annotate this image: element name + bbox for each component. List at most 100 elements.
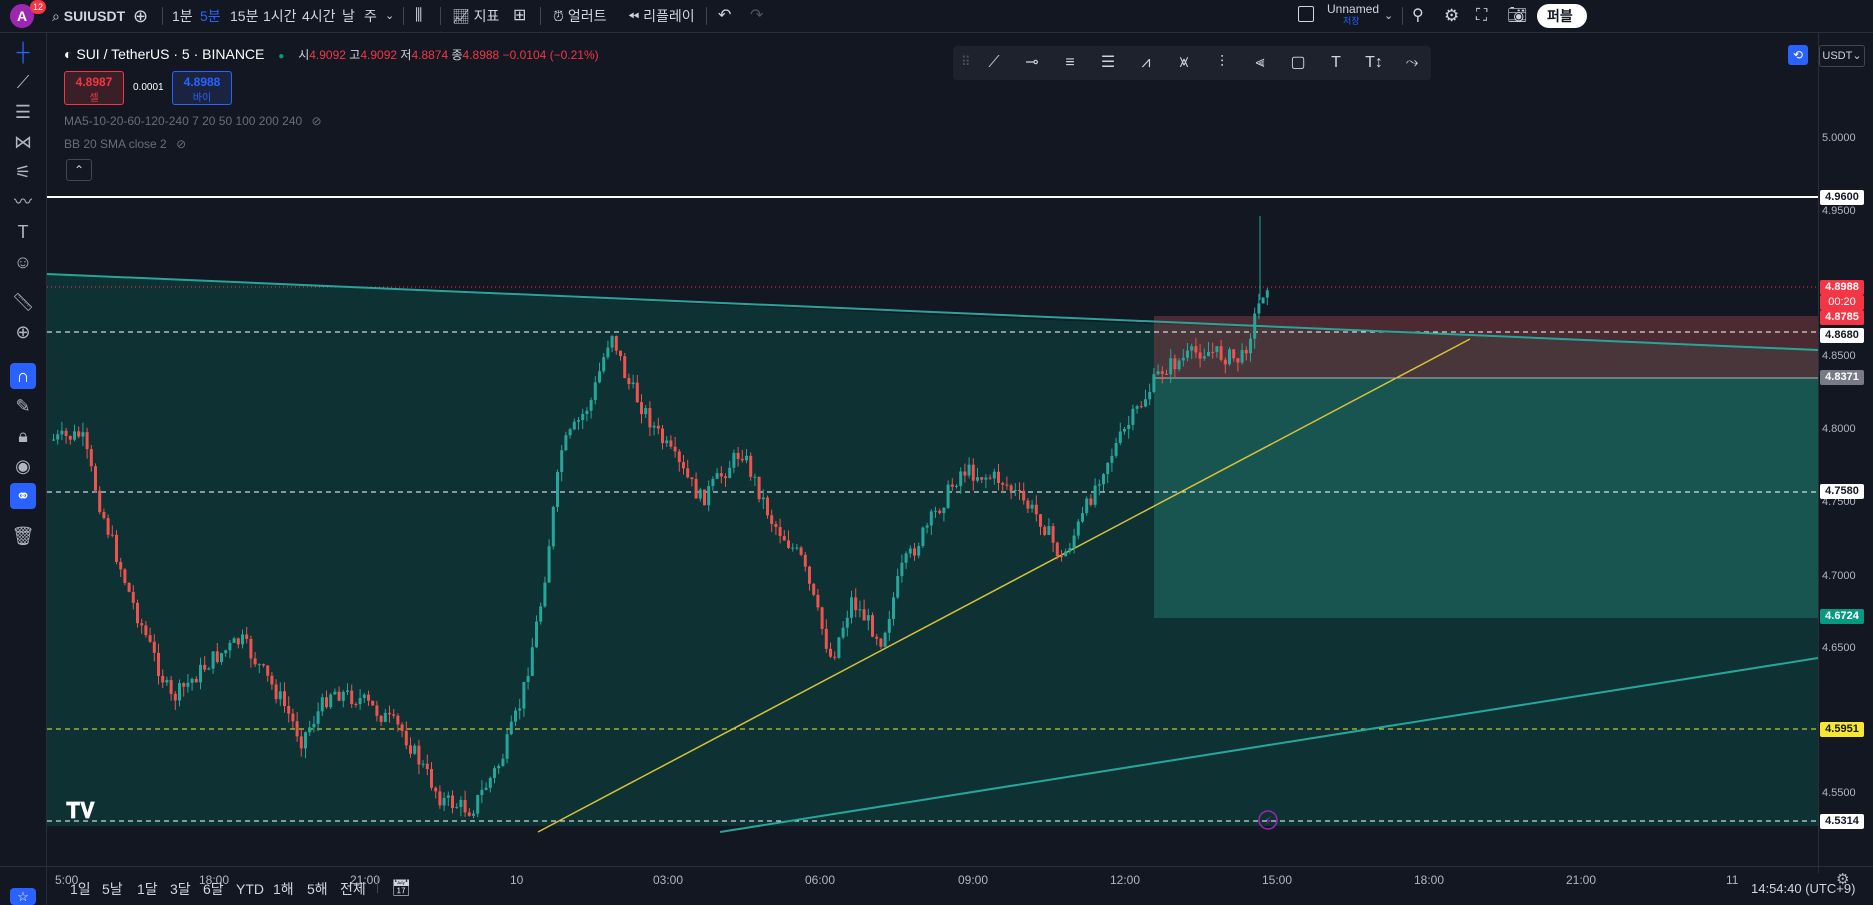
trend-line-icon[interactable]: ⟋ bbox=[988, 54, 1000, 71]
drag-handle-icon[interactable]: ⠿ bbox=[961, 54, 971, 69]
camera-icon[interactable]: 📷︎ bbox=[1507, 7, 1528, 24]
candle-body bbox=[505, 734, 509, 759]
link-icon[interactable]: ⚭ bbox=[10, 483, 36, 509]
redo-icon[interactable]: ↷ bbox=[750, 7, 764, 24]
bb-indicator-legend[interactable]: BB 20 SMA close 2 ⊘ bbox=[64, 137, 186, 151]
brush-icon[interactable]: 〰 bbox=[14, 192, 32, 212]
upper-trendline[interactable] bbox=[46, 273, 1819, 351]
gear-icon[interactable]: ⚙ bbox=[1836, 871, 1850, 888]
candle-body bbox=[1051, 526, 1055, 543]
indicators-button[interactable]: 📈︎ 지표 bbox=[452, 0, 499, 32]
low-label: 저 bbox=[400, 48, 412, 62]
pair-label[interactable]: SUI / TetherUS · 5 · BINANCE bbox=[76, 46, 265, 62]
path-icon[interactable]: ⤳ bbox=[1405, 54, 1419, 71]
ma-indicator-legend[interactable]: MA5-10-20-60-120-240 7 20 50 100 200 240… bbox=[64, 114, 322, 128]
price-label: 4.9500 bbox=[1822, 205, 1856, 217]
interval-1m[interactable]: 1분 bbox=[172, 8, 193, 24]
compare-add-icon[interactable]: ⊕ bbox=[133, 6, 149, 26]
candle-body bbox=[396, 715, 400, 725]
position-icon[interactable]: ⫶ bbox=[1219, 54, 1224, 71]
chevron-down-icon[interactable]: ⌄ bbox=[1384, 10, 1394, 22]
zoom-icon[interactable]: ⊕ bbox=[15, 322, 31, 342]
rectangle-icon[interactable]: ▢ bbox=[1290, 54, 1306, 71]
sync-icon[interactable]: ⟲ bbox=[1788, 45, 1808, 65]
candle-style-icon[interactable]: ⫼ bbox=[415, 7, 423, 24]
ray-icon[interactable]: ⊸ bbox=[1025, 54, 1039, 71]
eye-icon[interactable]: ◉ bbox=[15, 456, 31, 476]
candle-body bbox=[257, 664, 261, 666]
elliott-wave-icon[interactable]: ⩘ bbox=[1141, 54, 1151, 71]
ruler-icon[interactable]: 📏︎ bbox=[11, 292, 35, 312]
buy-button[interactable]: 4.8988 바이 bbox=[172, 71, 232, 105]
eye-hidden-icon[interactable]: ⊘ bbox=[176, 137, 187, 151]
range-ytd[interactable]: YTD bbox=[236, 881, 264, 897]
layout-square-icon[interactable] bbox=[1298, 6, 1314, 22]
abcd-icon[interactable]: ⩙ bbox=[1179, 54, 1189, 71]
indicators-label: 지표 bbox=[473, 8, 500, 24]
long-position-icon[interactable]: ⫷ bbox=[1255, 54, 1265, 71]
candle-body bbox=[917, 546, 921, 556]
fullscreen-icon[interactable]: ⛶ bbox=[1476, 7, 1488, 24]
layout-name[interactable]: Unnamed bbox=[1327, 2, 1380, 16]
candle-body bbox=[1169, 358, 1173, 375]
gear-icon[interactable]: ⚙ bbox=[1444, 6, 1460, 25]
interval-15m[interactable]: 15분 bbox=[230, 8, 259, 24]
text-icon[interactable]: T bbox=[17, 222, 29, 242]
candle-body bbox=[354, 704, 358, 706]
chevron-down-icon[interactable]: ⌄ bbox=[385, 10, 395, 22]
candle-body bbox=[761, 497, 765, 500]
interval-week[interactable]: 주 bbox=[364, 8, 377, 24]
candle-body bbox=[635, 382, 639, 403]
range-1y[interactable]: 1해 bbox=[273, 881, 294, 897]
range-5y[interactable]: 5해 bbox=[307, 881, 328, 897]
pencil-lock-icon[interactable]: ✎ bbox=[15, 396, 31, 416]
range-all[interactable]: 전체 bbox=[340, 881, 366, 897]
range-1d[interactable]: 1일 bbox=[70, 881, 91, 897]
calendar-icon[interactable]: 📅︎ bbox=[391, 880, 412, 897]
lower-trendline[interactable] bbox=[719, 657, 1819, 833]
fib-icon[interactable]: ☰ bbox=[1100, 54, 1116, 71]
crosshair-icon[interactable]: ┼ bbox=[16, 42, 30, 62]
alert-button[interactable]: ⏰︎ 얼러트 bbox=[553, 0, 606, 32]
range-5d[interactable]: 5날 bbox=[102, 881, 123, 897]
range-1m[interactable]: 1달 bbox=[137, 881, 158, 897]
layout-grid-icon[interactable]: ⊞ bbox=[513, 7, 527, 24]
sell-button[interactable]: 4.8987 셀 bbox=[64, 71, 124, 105]
candle-body bbox=[862, 609, 866, 621]
publish-button[interactable]: 퍼블 bbox=[1537, 4, 1587, 28]
price-axis[interactable] bbox=[1818, 33, 1873, 873]
currency-selector[interactable]: USDT⌄ bbox=[1819, 45, 1865, 67]
interval-5m[interactable]: 5분 bbox=[200, 8, 221, 24]
magnet-icon[interactable]: ∩ bbox=[10, 363, 36, 389]
interval-1h[interactable]: 1시간 bbox=[263, 8, 297, 24]
price-tag-resistance: 4.9600 bbox=[1820, 190, 1864, 205]
undo-icon[interactable]: ↶ bbox=[718, 7, 732, 24]
interval-day[interactable]: 날 bbox=[342, 8, 355, 24]
text-icon[interactable]: T bbox=[1331, 54, 1341, 71]
interval-4h[interactable]: 4시간 bbox=[302, 8, 336, 24]
replay-button[interactable]: ⏪︎ 리플레이 bbox=[628, 0, 695, 32]
trend-line-icon[interactable]: ⟋ bbox=[16, 72, 30, 92]
text-price-icon[interactable]: T↕ bbox=[1365, 54, 1383, 71]
parallel-channel-icon[interactable]: ≡ bbox=[1065, 54, 1075, 71]
range-3m[interactable]: 3달 bbox=[170, 881, 191, 897]
candle-body bbox=[850, 597, 853, 618]
forecast-icon[interactable]: ⚟ bbox=[14, 162, 32, 182]
quick-search-icon[interactable]: ⚲ bbox=[1412, 7, 1424, 24]
clock-label[interactable]: 14:54:40 (UTC+9) bbox=[1751, 881, 1856, 896]
star-icon[interactable]: ☆ bbox=[10, 888, 36, 905]
symbol-search-button[interactable]: ⌕ SUIUSDT bbox=[52, 0, 125, 32]
collapse-legend-button[interactable]: ⌃ bbox=[66, 159, 92, 181]
range-6m[interactable]: 6달 bbox=[203, 881, 224, 897]
emoji-icon[interactable]: ☺ bbox=[13, 252, 33, 272]
fib-icon[interactable]: ☰ bbox=[14, 102, 32, 122]
yellow-trendline[interactable] bbox=[537, 338, 1471, 833]
trash-icon[interactable]: 🗑︎ bbox=[11, 526, 35, 546]
candle-body bbox=[971, 464, 975, 481]
pattern-icon[interactable]: ⋈ bbox=[14, 132, 32, 152]
lightning-icon[interactable] bbox=[1258, 810, 1278, 830]
eye-hidden-icon[interactable]: ⊘ bbox=[311, 114, 322, 128]
candle-body bbox=[568, 429, 572, 436]
lock-icon[interactable]: 🔒︎ bbox=[18, 426, 28, 446]
